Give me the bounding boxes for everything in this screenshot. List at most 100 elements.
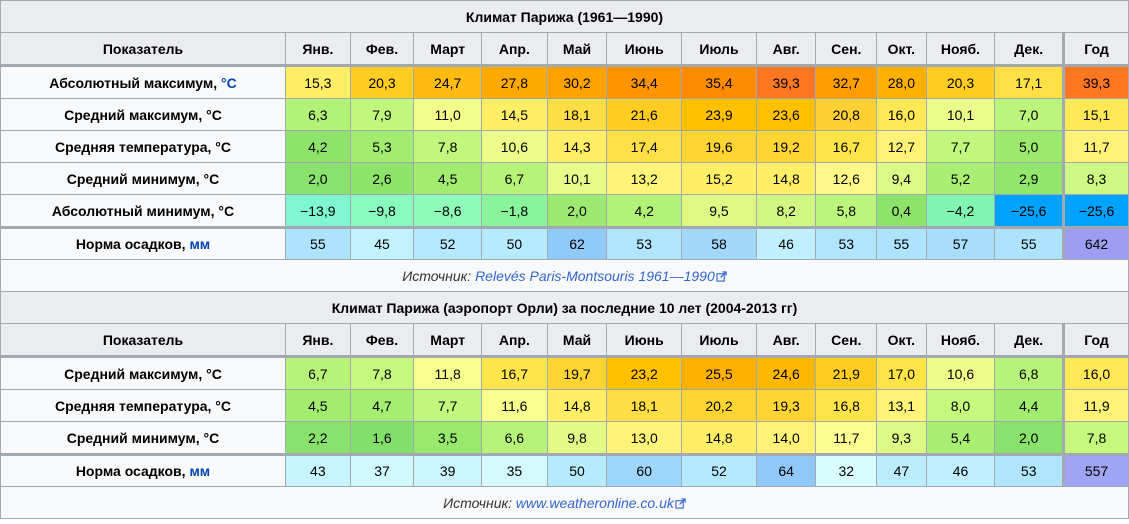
value-cell: 2,0 — [284, 162, 351, 195]
value-cell: 13,0 — [606, 421, 683, 455]
row-label: Средний минимум, °C — [0, 162, 286, 195]
value-cell: 24,7 — [413, 64, 483, 99]
source-line: Источник: Relevés Paris-Montsouris 1961—… — [0, 259, 1129, 292]
value-cell: 17,1 — [994, 64, 1065, 99]
value-cell: 16,7 — [481, 355, 548, 390]
row-label-text: Средняя температура, °C — [54, 397, 232, 414]
header-month: Сен. — [815, 32, 878, 66]
value-cell: 11,8 — [413, 355, 483, 390]
value-cell: 10,1 — [546, 162, 608, 195]
value-cell: 0,4 — [876, 194, 927, 228]
value-cell: 47 — [876, 453, 927, 487]
value-cell: 64 — [755, 453, 817, 487]
table-title: Климат Парижа (1961—1990) — [0, 0, 1129, 33]
source-link[interactable]: www.weatheronline.co.uk — [515, 494, 674, 511]
row-label: Средний максимум, °C — [0, 355, 286, 390]
value-cell: 11,6 — [481, 389, 548, 422]
header-month: Май — [546, 32, 608, 66]
value-cell: 6,8 — [994, 355, 1065, 390]
row-label-text: Средний максимум, °C — [64, 365, 222, 382]
value-cell: 4,7 — [349, 389, 415, 422]
header-month: Авг. — [755, 323, 817, 357]
precipitation-row: Норма осадков, мм 43 37 39 35 50 60 52 64 32 47 46 5… — [0, 453, 1129, 487]
value-cell: 53 — [815, 226, 878, 260]
value-cell: 2,2 — [284, 421, 351, 455]
header-month: Июнь — [606, 32, 683, 66]
header-month: Сен. — [815, 323, 878, 357]
header-indicator: Показатель — [0, 323, 286, 357]
value-cell: 43 — [284, 453, 351, 487]
value-cell: 4,2 — [284, 130, 351, 163]
value-cell: 5,4 — [925, 421, 996, 455]
year-value-cell: 15,1 — [1062, 98, 1129, 131]
value-cell: 7,8 — [413, 130, 483, 163]
table-row: Средний минимум, °C 2,0 2,6 4,5 6,7 10,1 13,2 1… — [0, 162, 1129, 195]
value-cell: 13,2 — [606, 162, 683, 195]
value-cell: 8,0 — [925, 389, 996, 422]
value-cell: 34,4 — [606, 64, 683, 99]
value-cell: 50 — [546, 453, 608, 487]
value-cell: −1,8 — [481, 194, 548, 228]
value-cell: 12,6 — [815, 162, 878, 195]
value-cell: 25,5 — [681, 355, 757, 390]
value-cell: 2,9 — [994, 162, 1065, 195]
value-cell: −13,9 — [284, 194, 351, 228]
value-cell: 14,8 — [755, 162, 817, 195]
value-cell: 32,7 — [815, 64, 878, 99]
value-cell: 58 — [681, 226, 757, 260]
year-value-cell: −25,6 — [1062, 194, 1129, 228]
unit-link[interactable]: °C — [221, 74, 237, 91]
value-cell: 6,3 — [284, 98, 351, 131]
value-cell: 53 — [994, 453, 1065, 487]
value-cell: 4,5 — [413, 162, 483, 195]
year-value-cell: 7,8 — [1062, 421, 1129, 455]
header-indicator: Показатель — [0, 32, 286, 66]
value-cell: 35,4 — [681, 64, 757, 99]
header-month: Май — [546, 323, 608, 357]
table-row: Средний максимум, °C 6,7 7,8 11,8 16,7 19,7 23… — [0, 355, 1129, 390]
header-month: Апр. — [481, 32, 548, 66]
value-cell: 32 — [815, 453, 878, 487]
value-cell: 11,7 — [815, 421, 878, 455]
value-cell: 23,9 — [681, 98, 757, 131]
value-cell: 24,6 — [755, 355, 817, 390]
value-cell: 7,9 — [349, 98, 415, 131]
row-label: Норма осадков, мм — [0, 453, 286, 487]
value-cell: 7,0 — [994, 98, 1065, 131]
year-value-cell: 39,3 — [1062, 64, 1129, 99]
year-value-cell: 11,9 — [1062, 389, 1129, 422]
table-row: Абсолютный минимум, °C −13,9 −9,8 −8,6 −1,8 2… — [0, 194, 1129, 228]
value-cell: 5,0 — [994, 130, 1065, 163]
value-cell: 57 — [925, 226, 996, 260]
value-cell: 62 — [546, 226, 608, 260]
value-cell: 6,7 — [481, 162, 548, 195]
value-cell: 10,6 — [925, 355, 996, 390]
row-label-text: Норма осадков, — [75, 236, 190, 252]
value-cell: 15,3 — [284, 64, 351, 99]
row-label: Средняя температура, °C — [0, 389, 286, 422]
value-cell: 20,2 — [681, 389, 757, 422]
value-cell: 23,2 — [606, 355, 683, 390]
value-cell: 10,6 — [481, 130, 548, 163]
source-link[interactable]: Relevés Paris-Montsouris 1961—1990 — [475, 267, 715, 284]
value-cell: −4,2 — [925, 194, 996, 228]
value-cell: 7,8 — [349, 355, 415, 390]
value-cell: 2,6 — [349, 162, 415, 195]
unit-link[interactable]: мм — [189, 236, 211, 252]
row-label: Абсолютный минимум, °C — [0, 194, 286, 228]
value-cell: 5,2 — [925, 162, 996, 195]
unit-link[interactable]: мм — [189, 463, 211, 479]
header-month: Фев. — [349, 32, 415, 66]
source-prefix: Источник: — [402, 267, 476, 284]
value-cell: 14,8 — [681, 421, 757, 455]
header-month: Нояб. — [925, 323, 996, 357]
row-label-text: Средняя температура, °C — [54, 138, 232, 155]
value-cell: 19,7 — [546, 355, 608, 390]
table-row: Средний максимум, °C 6,3 7,9 11,0 14,5 18,1 21… — [0, 98, 1129, 131]
table-row: Средний минимум, °C 2,2 1,6 3,5 6,6 9,8 13,0 14… — [0, 421, 1129, 455]
value-cell: 16,8 — [815, 389, 878, 422]
value-cell: 60 — [606, 453, 683, 487]
value-cell: 39 — [413, 453, 483, 487]
value-cell: 19,6 — [681, 130, 757, 163]
value-cell: 19,3 — [755, 389, 817, 422]
